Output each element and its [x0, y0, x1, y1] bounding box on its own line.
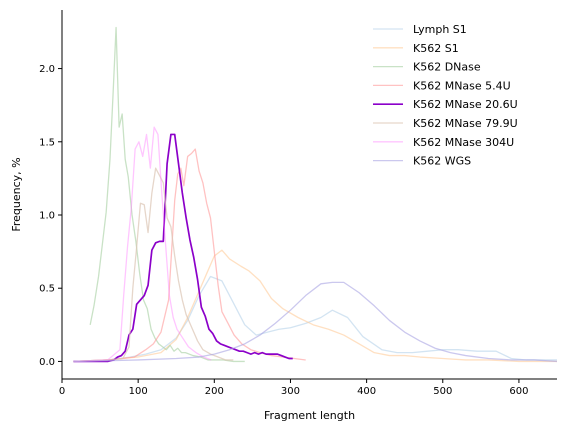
legend-label-7: K562 WGS	[413, 155, 471, 168]
x-tick-label: 600	[509, 386, 528, 397]
series-line-5	[73, 167, 234, 363]
series-line-3	[73, 148, 306, 363]
y-tick-label: 1.0	[39, 211, 55, 222]
legend-label-4: K562 MNase 20.6U	[413, 98, 518, 111]
y-tick-label: 0.5	[39, 284, 55, 295]
plot-lines	[73, 26, 558, 363]
series-line-7	[73, 281, 558, 363]
y-axis-label: Frequency, %	[10, 157, 23, 231]
legend-label-1: K562 S1	[413, 42, 459, 55]
series-line-6	[73, 126, 212, 363]
x-tick-label: 500	[433, 386, 452, 397]
axes: 0 100 200 300 400 500 600 0.0 0.5 1.0 1.5 2.0	[39, 10, 557, 397]
series-line-1	[73, 249, 557, 363]
x-tick-label: 200	[205, 386, 224, 397]
x-tick-label: 0	[59, 386, 65, 397]
legend-label-0: Lymph S1	[413, 23, 467, 36]
y-tick-label: 2.0	[39, 64, 55, 75]
y-tick-label: 1.5	[39, 137, 55, 148]
legend-label-6: K562 MNase 304U	[413, 136, 514, 149]
series-line-4	[73, 133, 293, 363]
x-tick-label: 300	[281, 386, 300, 397]
x-axis-label: Fragment length	[264, 409, 355, 422]
x-tick-label: 400	[357, 386, 376, 397]
legend-label-5: K562 MNase 79.9U	[413, 117, 518, 130]
legend-label-2: K562 DNase	[413, 61, 481, 74]
y-tick-label: 0.0	[39, 357, 55, 368]
legend-label-3: K562 MNase 5.4U	[413, 79, 511, 92]
legend: Lymph S1 K562 S1 K562 DNase K562 MNase 5.4U…	[373, 23, 518, 168]
series-line-2	[89, 26, 245, 363]
x-tick-label: 100	[129, 386, 148, 397]
